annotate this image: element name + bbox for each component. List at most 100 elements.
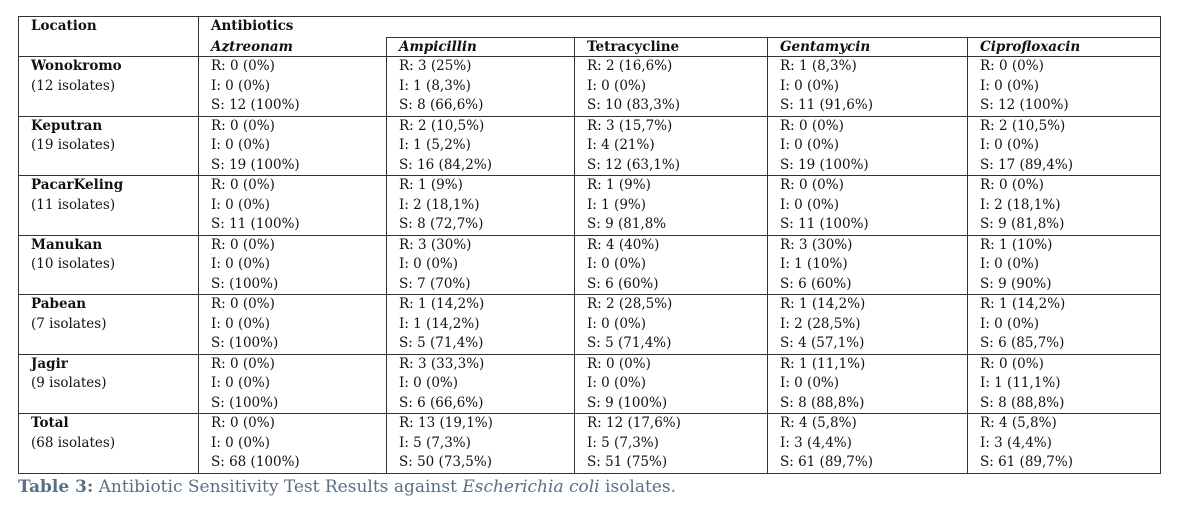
location-cell: Pabean (7 isolates) xyxy=(18,294,199,355)
intermediate-value: I: 0 (0%) xyxy=(980,137,1040,154)
resistant-value: R: 0 (0%) xyxy=(211,117,275,134)
sensitive-value: S: 5 (71,4%) xyxy=(587,335,672,352)
resistant-value: R: 1 (14,2%) xyxy=(980,296,1066,313)
intermediate-value: I: 0 (0%) xyxy=(587,77,647,94)
table-row: Total (68 isolates) R: 0 (0%) I: 0 (0%) S: 6… xyxy=(18,413,1162,474)
result-cell: R: 4 (40%) I: 0 (0%) S: 6 (60%) xyxy=(574,234,768,296)
location-cell: Jagir (9 isolates) xyxy=(18,353,199,415)
sensitive-value: S: 11 (100%) xyxy=(211,216,300,233)
location-name: Wonokromo xyxy=(31,58,122,74)
result-cell: R: 0 (0%) I: 2 (18,1%) S: 9 (81,8%) xyxy=(966,175,1162,236)
sensitive-value: S: 6 (60%) xyxy=(587,275,659,292)
intermediate-value: I: 0 (0%) xyxy=(980,315,1040,332)
resistant-value: R: 0 (0%) xyxy=(587,355,651,372)
intermediate-value: I: 4 (21%) xyxy=(587,137,655,154)
result-cell: R: 0 (0%) I: 0 (0%) S: 19 (100%) xyxy=(198,115,387,177)
table-body: Wonokromo (12 isolates) R: 0 (0%) I: 0 (0%)… xyxy=(18,56,1162,474)
result-cell: R: 0 (0%) I: 0 (0%) S: (100%) xyxy=(198,353,387,415)
sensitive-value: S: 9 (90%) xyxy=(980,275,1052,292)
sensitive-value: S: 10 (83,3%) xyxy=(587,97,680,113)
caption-text-after: isolates. xyxy=(599,477,677,497)
sensitive-value: S: 6 (66,6%) xyxy=(399,394,484,411)
intermediate-value: I: 0 (0%) xyxy=(211,137,271,154)
result-cell: R: 3 (30%) I: 0 (0%) S: 7 (70%) xyxy=(386,234,575,296)
intermediate-value: I: 0 (0%) xyxy=(780,137,840,154)
resistant-value: R: 2 (16,6%) xyxy=(587,58,673,74)
result-cell: R: 1 (11,1%) I: 0 (0%) S: 8 (88,8%) xyxy=(767,353,968,415)
sensitive-value: S: 9 (81,8% xyxy=(587,216,667,233)
intermediate-value: I: 1 (14,2%) xyxy=(399,315,480,332)
location-name: Jagir xyxy=(31,355,68,372)
intermediate-value: I: 0 (0%) xyxy=(780,77,840,94)
result-cell: R: 0 (0%) I: 0 (0%) S: 11 (100%) xyxy=(198,175,387,236)
caption-organism: Escherichia coli xyxy=(462,477,600,497)
result-cell: R: 0 (0%) I: 0 (0%) S: 68 (100%) xyxy=(198,413,387,474)
resistant-value: R: 2 (10,5%) xyxy=(980,117,1066,134)
intermediate-value: I: 2 (18,1%) xyxy=(980,196,1061,213)
location-cell: Total (68 isolates) xyxy=(18,413,199,474)
caption-text-before: Antibiotic Sensitivity Test Results agai… xyxy=(93,477,463,497)
resistant-value: R: 3 (15,7%) xyxy=(587,117,673,134)
result-cell: R: 2 (16,6%) I: 0 (0%) S: 10 (83,3%) xyxy=(574,56,768,117)
intermediate-value: I: 1 (11,1%) xyxy=(980,375,1061,392)
sensitive-value: S: 61 (89,7%) xyxy=(780,454,873,471)
resistant-value: R: 1 (8,3%) xyxy=(780,58,857,74)
resistant-value: R: 3 (30%) xyxy=(780,236,853,253)
sensitive-value: S: 61 (89,7%) xyxy=(980,454,1073,471)
resistant-value: R: 0 (0%) xyxy=(980,58,1044,74)
antibiotic-names-row: Aztreonam Ampicillin Tetracycline Gentam… xyxy=(19,37,1162,57)
location-isolates: (11 isolates) xyxy=(31,196,116,213)
sensitive-value: S: 12 (100%) xyxy=(211,97,300,113)
sensitive-value: S: (100%) xyxy=(211,394,279,411)
caption-label: Table 3: xyxy=(18,477,94,497)
intermediate-value: I: 0 (0%) xyxy=(399,375,459,392)
sensitive-value: S: 8 (88,8%) xyxy=(780,394,865,411)
intermediate-value: I: 0 (0%) xyxy=(211,315,271,332)
sensitive-value: S: 6 (85,7%) xyxy=(980,335,1065,352)
intermediate-value: I: 1 (5,2%) xyxy=(399,137,471,154)
table-row: Pabean (7 isolates) R: 0 (0%) I: 0 (0%) S: (… xyxy=(18,294,1162,355)
intermediate-value: I: 0 (0%) xyxy=(399,256,459,273)
result-cell: R: 1 (14,2%) I: 0 (0%) S: 6 (85,7%) xyxy=(966,294,1162,355)
result-cell: R: 3 (25%) I: 1 (8,3%) S: 8 (66,6%) xyxy=(386,56,575,117)
result-cell: R: 3 (30%) I: 1 (10%) S: 6 (60%) xyxy=(767,234,968,296)
sensitive-value: S: 8 (66,6%) xyxy=(399,97,484,113)
location-isolates: (9 isolates) xyxy=(31,375,107,392)
resistant-value: R: 0 (0%) xyxy=(211,296,275,313)
location-header: Location xyxy=(18,16,199,57)
table-row: Manukan (10 isolates) R: 0 (0%) I: 0 (0%) S:… xyxy=(18,234,1162,296)
intermediate-value: I: 0 (0%) xyxy=(211,196,271,213)
sensitive-value: S: 11 (91,6%) xyxy=(780,97,873,113)
result-cell: R: 2 (10,5%) I: 0 (0%) S: 17 (89,4%) xyxy=(966,115,1162,177)
intermediate-value: I: 0 (0%) xyxy=(780,196,840,213)
result-cell: R: 1 (9%) I: 1 (9%) S: 9 (81,8% xyxy=(574,175,768,236)
intermediate-value: I: 5 (7,3%) xyxy=(399,434,471,451)
sensitivity-table: Location Antibiotics Aztreonam Ampicilli… xyxy=(18,16,1162,474)
resistant-value: R: 0 (0%) xyxy=(980,355,1044,372)
result-cell: R: 2 (10,5%) I: 1 (5,2%) S: 16 (84,2%) xyxy=(386,115,575,177)
resistant-value: R: 3 (25%) xyxy=(399,58,472,74)
sensitive-value: S: 12 (63,1%) xyxy=(587,156,680,173)
intermediate-value: I: 1 (8,3%) xyxy=(399,77,471,94)
result-cell: R: 4 (5,8%) I: 3 (4,4%) S: 61 (89,7%) xyxy=(966,413,1162,474)
intermediate-value: I: 1 (10%) xyxy=(780,256,848,273)
sensitive-value: S: 8 (88,8%) xyxy=(980,394,1065,411)
location-isolates: (68 isolates) xyxy=(31,434,116,451)
sensitive-value: S: 6 (60%) xyxy=(780,275,852,292)
result-cell: R: 4 (5,8%) I: 3 (4,4%) S: 61 (89,7%) xyxy=(767,413,968,474)
result-cell: R: 1 (9%) I: 2 (18,1%) S: 8 (72,7%) xyxy=(386,175,575,236)
resistant-value: R: 1 (9%) xyxy=(399,177,463,194)
sensitive-value: S: (100%) xyxy=(211,275,279,292)
antibiotic-header-aztreonam: Aztreonam xyxy=(198,37,387,57)
intermediate-value: I: 0 (0%) xyxy=(980,256,1040,273)
antibiotic-header-tetracycline: Tetracycline xyxy=(574,37,768,57)
sensitive-value: S: 4 (57,1%) xyxy=(780,335,865,352)
result-cell: R: 3 (15,7%) I: 4 (21%) S: 12 (63,1%) xyxy=(574,115,768,177)
antibiotic-header-ciprofloxacin: Ciprofloxacin xyxy=(966,37,1162,57)
sensitive-value: S: 19 (100%) xyxy=(780,156,869,173)
resistant-value: R: 1 (11,1%) xyxy=(780,355,866,372)
result-cell: R: 0 (0%) I: 0 (0%) S: 11 (100%) xyxy=(767,175,968,236)
sensitive-value: S: 68 (100%) xyxy=(211,454,300,471)
sensitive-value: S: 12 (100%) xyxy=(980,97,1069,113)
location-name: Keputran xyxy=(31,117,103,134)
